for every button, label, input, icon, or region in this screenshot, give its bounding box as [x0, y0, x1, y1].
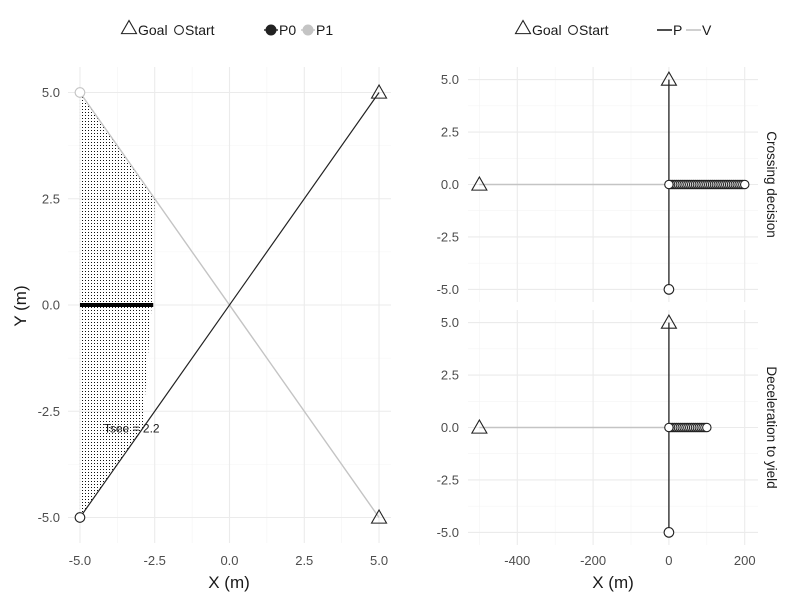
start-marker-v — [664, 179, 674, 190]
right-y-tick-label: -5.0 — [437, 525, 459, 540]
right-x-axis-title: X (m) — [592, 573, 634, 592]
right-x-tick-label: -200 — [580, 553, 606, 568]
right-y-tick-label: -5.0 — [437, 282, 459, 297]
left-y-tick-label: -2.5 — [38, 404, 60, 419]
legend-start-label: Start — [579, 22, 609, 38]
right-tick-labels: -5.0 -2.5 0.0 2.5 5.0 -5.0 -2.5 0.0 2.5 5.0 -400 -2… — [437, 72, 756, 568]
start-marker-p — [663, 527, 675, 538]
left-y-tick-label: 0.0 — [42, 298, 60, 313]
legend-v-label: V — [702, 22, 712, 38]
left-trajectories — [79, 92, 380, 518]
legend-left: Goal Start P0 P1 — [120, 19, 333, 38]
right-y-tick-label: 2.5 — [441, 368, 459, 383]
left-x-tick-label: 2.5 — [295, 553, 313, 568]
legend-p1-key — [302, 24, 314, 36]
vehicle-position-marker — [739, 179, 750, 190]
legend-goal-label: Goal — [138, 22, 168, 38]
legend-start-label: Start — [185, 22, 215, 38]
goal-marker-v — [470, 418, 488, 434]
left-tick-labels: -5.0 -2.5 0.0 2.5 5.0 -5.0 -2.5 0.0 2.5 5.0 — [38, 85, 388, 568]
goal-marker-p0 — [370, 83, 388, 99]
right-y-tick-label: -2.5 — [437, 229, 459, 244]
start-marker-v — [664, 422, 674, 433]
goal-marker-p — [660, 313, 678, 329]
right-x-tick-label: 200 — [734, 553, 756, 568]
left-y-tick-label: 5.0 — [42, 85, 60, 100]
visibility-region — [79, 92, 155, 518]
right-grid — [468, 67, 758, 545]
right-x-tick-label: 0 — [665, 553, 672, 568]
facet-strips: Crossing decision Deceleration to yield — [764, 131, 779, 488]
right-trajectories — [479, 79, 745, 533]
right-y-tick-label: 0.0 — [441, 420, 459, 435]
goal-marker-p — [660, 70, 678, 86]
left-y-tick-label: 2.5 — [42, 191, 60, 206]
vehicle-position-marker — [702, 422, 712, 433]
right-y-tick-label: 2.5 — [441, 125, 459, 140]
right-y-tick-label: -2.5 — [437, 472, 459, 487]
start-marker-p0 — [74, 512, 86, 523]
facet-strip-label: Crossing decision — [764, 131, 779, 238]
right-y-tick-label: 0.0 — [441, 177, 459, 192]
goal-marker-p1 — [370, 508, 388, 524]
left-x-tick-label: -5.0 — [69, 553, 91, 568]
right-y-tick-label: 5.0 — [441, 72, 459, 87]
start-marker-p — [663, 284, 675, 295]
left-x-axis-title: X (m) — [208, 573, 250, 592]
legend-right: Goal Start P V — [514, 19, 712, 38]
legend-p-label: P — [673, 22, 682, 38]
legend-goal-label: Goal — [532, 22, 562, 38]
legend-p1-label: P1 — [316, 22, 333, 38]
left-markers — [74, 83, 388, 524]
left-x-tick-label: 5.0 — [370, 553, 388, 568]
left-y-axis-title: Y (m) — [11, 285, 30, 326]
right-x-tick-label: -400 — [504, 553, 530, 568]
legend-goal-key — [120, 19, 138, 35]
trajectory-p0 — [79, 92, 380, 518]
legend-start-key — [174, 25, 184, 35]
tsee-annotation: Tsee = 2.2 — [104, 421, 160, 435]
start-marker-p1 — [74, 87, 86, 98]
legend-p0-key — [265, 24, 277, 36]
left-x-tick-label: 0.0 — [220, 553, 238, 568]
left-y-tick-label: -5.0 — [38, 510, 60, 525]
facet-strip-label: Deceleration to yield — [764, 366, 779, 488]
right-markers — [470, 70, 750, 538]
legend-p0-label: P0 — [279, 22, 296, 38]
left-x-tick-label: -2.5 — [144, 553, 166, 568]
legend-start-key — [568, 25, 578, 35]
goal-marker-v — [470, 175, 488, 191]
legend-goal-key — [514, 19, 532, 35]
right-y-tick-label: 5.0 — [441, 315, 459, 330]
